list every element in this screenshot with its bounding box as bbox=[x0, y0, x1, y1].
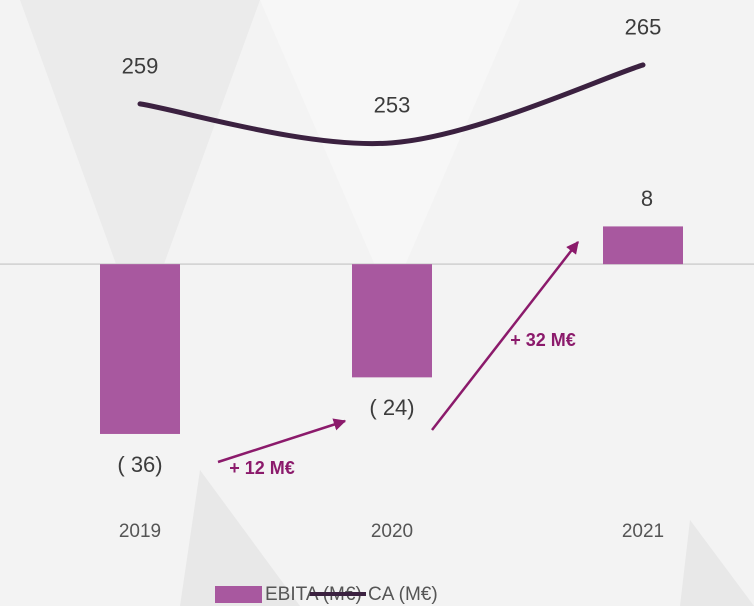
data-label: ( 24) bbox=[369, 395, 414, 420]
arrow bbox=[431, 241, 579, 431]
annotation: + 32 M€ bbox=[510, 330, 576, 350]
data-label: ( 36) bbox=[117, 452, 162, 477]
legend-label: CA (M€) bbox=[368, 584, 438, 605]
background-shape bbox=[260, 0, 520, 300]
bar bbox=[603, 226, 683, 265]
background-shape bbox=[20, 0, 260, 330]
data-label: 8 bbox=[641, 186, 653, 211]
x-tick-label: 2019 bbox=[119, 521, 161, 542]
x-tick-label: 2020 bbox=[371, 521, 413, 542]
bar bbox=[100, 264, 180, 434]
annotation: + 12 M€ bbox=[229, 458, 295, 478]
x-tick-label: 2021 bbox=[622, 521, 664, 542]
legend-swatch bbox=[215, 586, 262, 603]
data-label: 253 bbox=[374, 93, 411, 118]
background-shape bbox=[680, 520, 754, 606]
arrow bbox=[217, 418, 347, 464]
data-label: 259 bbox=[122, 54, 159, 79]
background-shape bbox=[180, 470, 300, 606]
bar bbox=[352, 264, 432, 378]
data-label: 265 bbox=[625, 15, 662, 40]
line bbox=[137, 62, 646, 147]
